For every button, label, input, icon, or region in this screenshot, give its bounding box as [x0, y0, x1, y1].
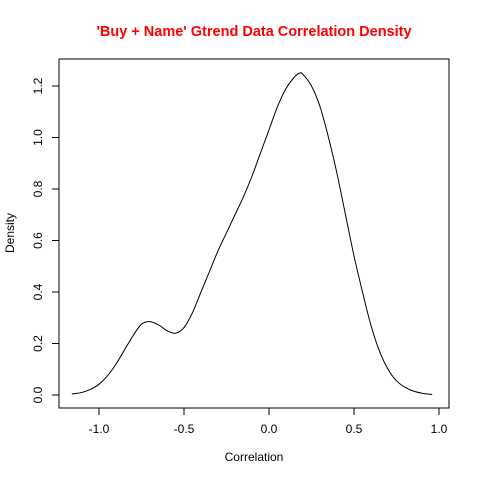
y-axis-label: Density — [3, 213, 17, 253]
chart-title: 'Buy + Name' Gtrend Data Correlation Den… — [96, 24, 411, 40]
x-axis: -1.0 -0.5 0.0 0.5 1.0 — [89, 407, 448, 436]
y-tick-label: 0.2 — [31, 335, 45, 352]
y-axis: 0.0 0.2 0.4 0.6 0.8 1.0 1.2 — [31, 77, 60, 403]
y-tick-label: 0.8 — [31, 180, 45, 197]
y-tick-label: 0.4 — [31, 283, 45, 300]
plot-frame — [58, 58, 450, 409]
y-tick-label: 0.0 — [31, 386, 45, 403]
x-tick-label: 0.5 — [346, 422, 363, 436]
x-tick-label: 1.0 — [431, 422, 448, 436]
x-tick-label: -0.5 — [174, 422, 195, 436]
y-tick-label: 0.6 — [31, 232, 45, 249]
density-line — [71, 72, 433, 395]
x-tick-label: 0.0 — [261, 422, 278, 436]
y-tick-label: 1.2 — [31, 77, 45, 94]
y-tick-label: 1.0 — [31, 129, 45, 146]
x-tick-label: -1.0 — [89, 422, 110, 436]
x-axis-label: Correlation — [225, 450, 284, 464]
